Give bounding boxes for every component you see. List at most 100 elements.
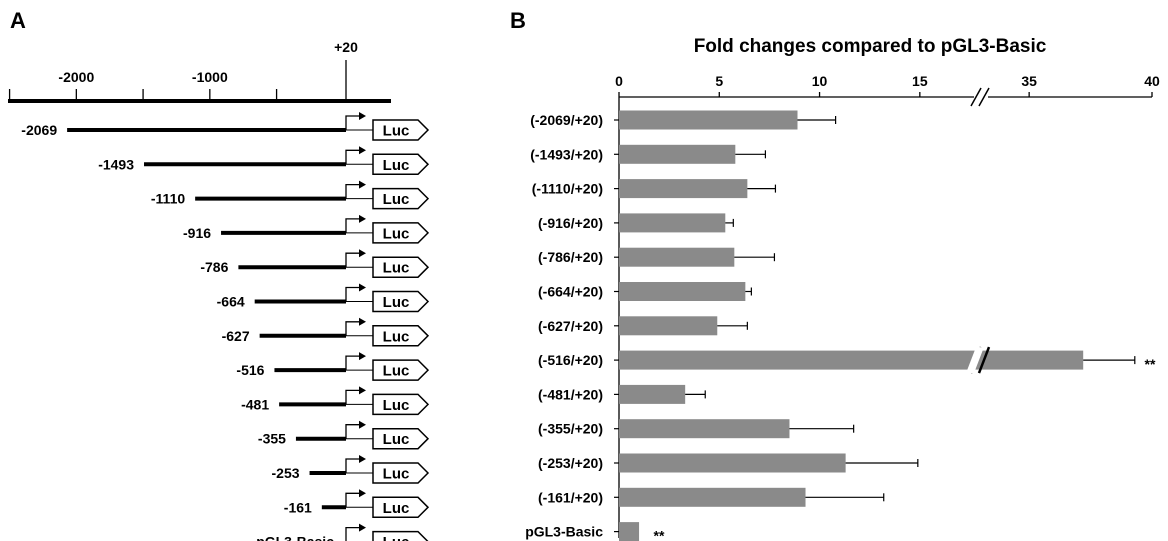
luc-gene-box xyxy=(372,530,429,541)
x-tick-label: 35 xyxy=(1021,73,1037,89)
luc-gene-box xyxy=(372,462,430,484)
luc-label: Luc xyxy=(383,431,410,448)
luc-gene-box xyxy=(372,427,430,450)
scale-label: -1000 xyxy=(192,69,228,85)
scale-label: -2000 xyxy=(58,69,94,85)
construct-label: pGL3-Basic xyxy=(256,534,334,541)
luc-label: Luc xyxy=(383,225,410,242)
tss-arrow-icon xyxy=(345,424,360,439)
luc-gene-box xyxy=(372,359,430,381)
bar xyxy=(619,487,806,507)
luc-label: Luc xyxy=(383,328,410,345)
tss-arrow-icon xyxy=(345,355,360,371)
bar xyxy=(619,350,1084,370)
luc-label: Luc xyxy=(383,157,410,174)
category-label: (-355/+20) xyxy=(538,421,603,437)
luc-gene-box xyxy=(372,187,430,210)
category-label: (-1110/+20) xyxy=(532,181,603,197)
luc-gene-box xyxy=(372,393,430,416)
tss-arrow-icon xyxy=(345,458,360,473)
tss-arrow-icon xyxy=(345,218,360,233)
luc-label: Luc xyxy=(383,363,410,380)
luc-label: Luc xyxy=(383,191,410,208)
category-label: (-161/+20) xyxy=(538,489,603,505)
luc-label: Luc xyxy=(383,260,410,277)
tss-arrowhead-icon xyxy=(359,249,366,258)
category-label: (-627/+20) xyxy=(538,318,603,334)
x-tick-label: 0 xyxy=(615,73,623,89)
bar-break-gap xyxy=(966,347,984,374)
construct-label: -2069 xyxy=(21,122,57,138)
category-label: (-516/+20) xyxy=(538,352,603,368)
luc-label: Luc xyxy=(383,294,410,311)
tss-arrow-icon xyxy=(345,149,360,165)
x-tick-label: 10 xyxy=(812,73,828,89)
x-tick-label: 40 xyxy=(1144,73,1160,89)
category-label: (-916/+20) xyxy=(538,215,603,231)
construct-label: -516 xyxy=(236,362,264,378)
construct-label: -627 xyxy=(222,328,250,344)
chart-title: Fold changes compared to pGL3-Basic xyxy=(694,36,1047,57)
luc-gene-box xyxy=(372,222,430,244)
construct-label: -355 xyxy=(258,431,286,447)
tss-arrow-icon xyxy=(345,115,360,130)
construct-label: -664 xyxy=(217,294,245,310)
tss-arrowhead-icon xyxy=(359,317,366,326)
tss-arrow-icon xyxy=(345,183,360,199)
construct-label: -1493 xyxy=(98,156,134,172)
bar xyxy=(619,419,790,439)
construct-label: -161 xyxy=(284,499,312,515)
luc-label: Luc xyxy=(383,123,410,140)
luc-label: Luc xyxy=(383,397,410,414)
category-label: pGL3-Basic xyxy=(525,524,603,540)
tss-arrowhead-icon xyxy=(359,283,366,292)
bar-break-mark xyxy=(977,346,991,374)
tss-arrowhead-icon xyxy=(359,146,366,155)
bar xyxy=(619,213,726,233)
bar xyxy=(619,384,686,404)
bar xyxy=(619,110,798,130)
construct-label: -481 xyxy=(241,396,269,412)
luc-gene-box xyxy=(372,290,430,313)
bar xyxy=(619,316,718,336)
tss-arrow-icon xyxy=(345,526,360,541)
tss-arrow-icon xyxy=(345,252,360,268)
tss-arrowhead-icon xyxy=(359,214,366,223)
scale-label: +20 xyxy=(334,39,358,55)
panel-b-letter: B xyxy=(510,8,526,33)
luc-label: Luc xyxy=(383,534,410,541)
tss-arrowhead-icon xyxy=(359,420,366,429)
construct-label: -786 xyxy=(200,259,228,275)
category-label: (-664/+20) xyxy=(538,284,603,300)
bar xyxy=(619,179,748,199)
category-label: (-1493/+20) xyxy=(530,146,603,162)
category-label: (-253/+20) xyxy=(538,455,603,471)
panel-a-letter: A xyxy=(10,8,26,33)
category-label: (-481/+20) xyxy=(538,386,603,402)
tss-arrow-icon xyxy=(345,286,360,302)
category-label: (-786/+20) xyxy=(538,249,603,265)
tss-arrowhead-icon xyxy=(359,455,366,463)
construct-diagram: -2000 -1000 +20 -2069 Luc -1493 Luc -1110 Luc -91… xyxy=(8,39,430,541)
luc-gene-box xyxy=(372,153,430,176)
bar xyxy=(619,453,846,473)
tss-arrowhead-icon xyxy=(359,523,366,532)
luc-gene-box xyxy=(372,256,430,278)
bar xyxy=(619,282,746,301)
tss-arrowhead-icon xyxy=(359,180,366,189)
axis-break-mark xyxy=(970,87,982,107)
bar xyxy=(619,522,640,541)
x-tick-label: 5 xyxy=(715,73,723,89)
significance-marker: ** xyxy=(654,528,665,541)
luc-gene-box xyxy=(372,496,430,519)
construct-label: -253 xyxy=(272,465,300,481)
axis-break-mark xyxy=(978,87,990,107)
tss-arrowhead-icon xyxy=(359,352,366,361)
luc-label: Luc xyxy=(383,466,410,483)
tss-arrowhead-icon xyxy=(359,112,366,120)
x-tick-label: 15 xyxy=(912,73,928,89)
tss-arrowhead-icon xyxy=(359,489,366,498)
bar-chart: 0 5 10 15 35 40 (-2069/+20) (-1493/+20) (-1110/+… xyxy=(525,73,1160,541)
tss-arrow-icon xyxy=(345,389,360,405)
